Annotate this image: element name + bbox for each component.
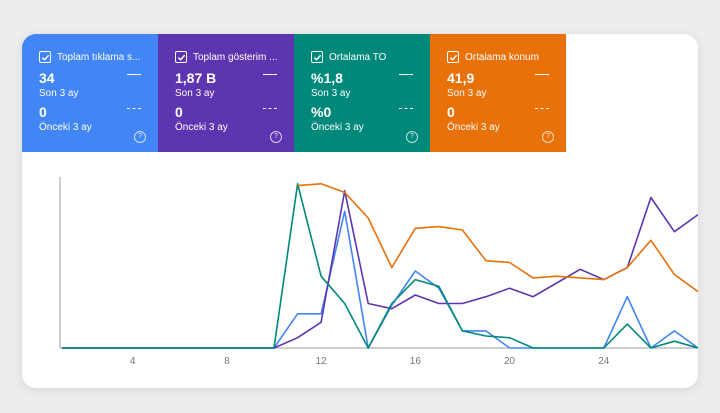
solid-line-icon [263, 74, 277, 75]
tile-value: %1,8 [311, 70, 343, 86]
tile-prev-period: Önceki 3 ay [311, 122, 364, 133]
tile-prev-period: Önceki 3 ay [447, 122, 500, 133]
tile-period: Son 3 ay [39, 88, 79, 99]
tile-total-impressions[interactable]: Toplam gösterim ... 1,87 B Son 3 ay 0 Ön… [158, 34, 294, 152]
series-line-4 [297, 183, 698, 293]
solid-line-icon [535, 74, 549, 75]
metric-tiles: Toplam tıklama s... 34 Son 3 ay 0 Önceki… [22, 34, 566, 152]
dashed-line-icon [399, 108, 413, 109]
checkbox-icon[interactable] [447, 51, 459, 63]
dashed-line-icon [127, 108, 141, 109]
performance-line-chart: 4 8 12 16 20 24 [59, 177, 698, 367]
dashed-line-icon [263, 108, 277, 109]
checkbox-icon[interactable] [39, 51, 51, 63]
solid-line-icon [127, 74, 141, 75]
help-icon[interactable]: ? [270, 131, 282, 143]
help-icon[interactable]: ? [406, 131, 418, 143]
tile-value: 34 [39, 70, 55, 86]
tile-period: Son 3 ay [311, 88, 351, 99]
tile-period: Son 3 ay [447, 88, 487, 99]
tile-prev-value: 0 [447, 104, 455, 120]
tile-title: Ortalama TO [329, 51, 387, 63]
tile-title: Toplam gösterim ... [193, 51, 278, 63]
tile-prev-period: Önceki 3 ay [39, 122, 92, 133]
x-tick-label: 20 [504, 356, 516, 367]
tile-prev-value: 0 [39, 104, 47, 120]
solid-line-icon [399, 74, 413, 75]
dashed-line-icon [535, 108, 549, 109]
help-icon[interactable]: ? [134, 131, 146, 143]
tile-total-clicks[interactable]: Toplam tıklama s... 34 Son 3 ay 0 Önceki… [22, 34, 158, 152]
series-line-3 [62, 183, 698, 349]
tile-prev-period: Önceki 3 ay [175, 122, 228, 133]
tile-period: Son 3 ay [175, 88, 215, 99]
tile-value: 1,87 B [175, 70, 217, 86]
tile-prev-value: 0 [175, 104, 183, 120]
x-tick-label: 12 [316, 356, 328, 367]
x-tick-label: 4 [130, 356, 136, 367]
tile-value: 41,9 [447, 70, 475, 86]
x-tick-label: 24 [598, 356, 610, 367]
tile-title: Ortalama konum [465, 51, 539, 63]
checkbox-icon[interactable] [175, 51, 187, 63]
performance-card: Toplam tıklama s... 34 Son 3 ay 0 Önceki… [22, 34, 698, 388]
x-tick-label: 8 [224, 356, 230, 367]
tile-title: Toplam tıklama s... [57, 51, 141, 63]
tile-prev-value: %0 [311, 104, 332, 120]
tile-average-position[interactable]: Ortalama konum 41,9 Son 3 ay 0 Önceki 3 … [430, 34, 566, 152]
x-tick-label: 16 [410, 356, 422, 367]
checkbox-icon[interactable] [311, 51, 323, 63]
tile-average-ctr[interactable]: Ortalama TO %1,8 Son 3 ay %0 Önceki 3 ay… [294, 34, 430, 152]
help-icon[interactable]: ? [542, 131, 554, 143]
